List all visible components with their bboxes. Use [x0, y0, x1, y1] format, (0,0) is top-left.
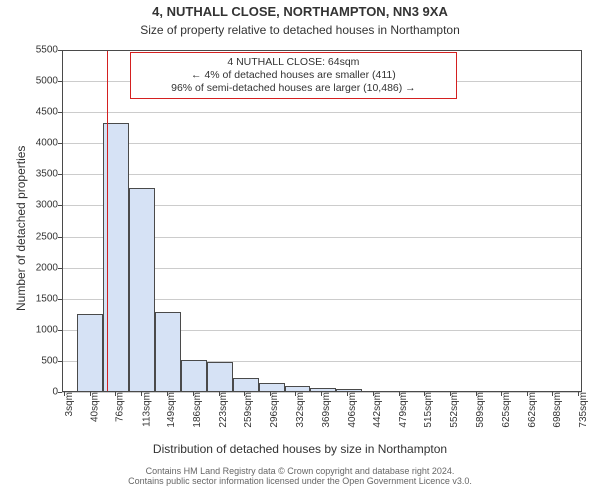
y-tick-label: 0 — [52, 387, 62, 398]
y-tick-label: 2000 — [36, 262, 62, 273]
x-tick-label: 589sqm — [473, 392, 486, 428]
y-tick-label: 5000 — [36, 76, 62, 87]
chart-subtitle: Size of property relative to detached ho… — [0, 23, 600, 37]
x-tick-label: 296sqm — [268, 392, 281, 428]
x-tick-label: 735sqm — [576, 392, 589, 428]
x-tick-label: 552sqm — [447, 392, 460, 428]
x-tick-label: 625sqm — [499, 392, 512, 428]
plot-border — [62, 50, 582, 392]
x-tick-label: 479sqm — [396, 392, 409, 428]
y-tick-label: 500 — [41, 355, 62, 366]
chart-title: 4, NUTHALL CLOSE, NORTHAMPTON, NN3 9XA — [0, 4, 600, 19]
y-tick-label: 4000 — [36, 138, 62, 149]
x-tick-label: 113sqm — [139, 392, 152, 427]
y-tick-label: 1500 — [36, 293, 62, 304]
x-tick-label: 76sqm — [113, 392, 126, 422]
x-tick-label: 259sqm — [242, 392, 255, 428]
footer-line-1: Contains HM Land Registry data © Crown c… — [0, 466, 600, 476]
x-tick-label: 149sqm — [164, 392, 177, 428]
y-tick-label: 2500 — [36, 231, 62, 242]
x-tick-label: 3sqm — [62, 392, 75, 416]
y-tick-label: 3000 — [36, 200, 62, 211]
x-tick-label: 698sqm — [550, 392, 563, 428]
y-tick-label: 1000 — [36, 324, 62, 335]
plot-area: 4 NUTHALL CLOSE: 64sqm ← 4% of detached … — [62, 50, 582, 392]
x-tick-label: 186sqm — [190, 392, 203, 428]
y-tick-label: 5500 — [36, 45, 62, 56]
footer: Contains HM Land Registry data © Crown c… — [0, 466, 600, 486]
x-tick-label: 40sqm — [88, 392, 101, 422]
x-tick-label: 662sqm — [525, 392, 538, 428]
x-tick-label: 515sqm — [421, 392, 434, 428]
y-tick-label: 4500 — [36, 107, 62, 118]
x-axis-label: Distribution of detached houses by size … — [0, 442, 600, 456]
footer-line-2: Contains public sector information licen… — [0, 476, 600, 486]
y-tick-label: 3500 — [36, 169, 62, 180]
y-axis-label: Number of detached properties — [14, 146, 28, 311]
x-tick-label: 332sqm — [293, 392, 306, 428]
x-tick-label: 406sqm — [345, 392, 358, 428]
x-tick-label: 369sqm — [319, 392, 332, 428]
x-tick-label: 223sqm — [216, 392, 229, 428]
x-tick-label: 442sqm — [370, 392, 383, 428]
histogram-chart: 4, NUTHALL CLOSE, NORTHAMPTON, NN3 9XA S… — [0, 0, 600, 500]
